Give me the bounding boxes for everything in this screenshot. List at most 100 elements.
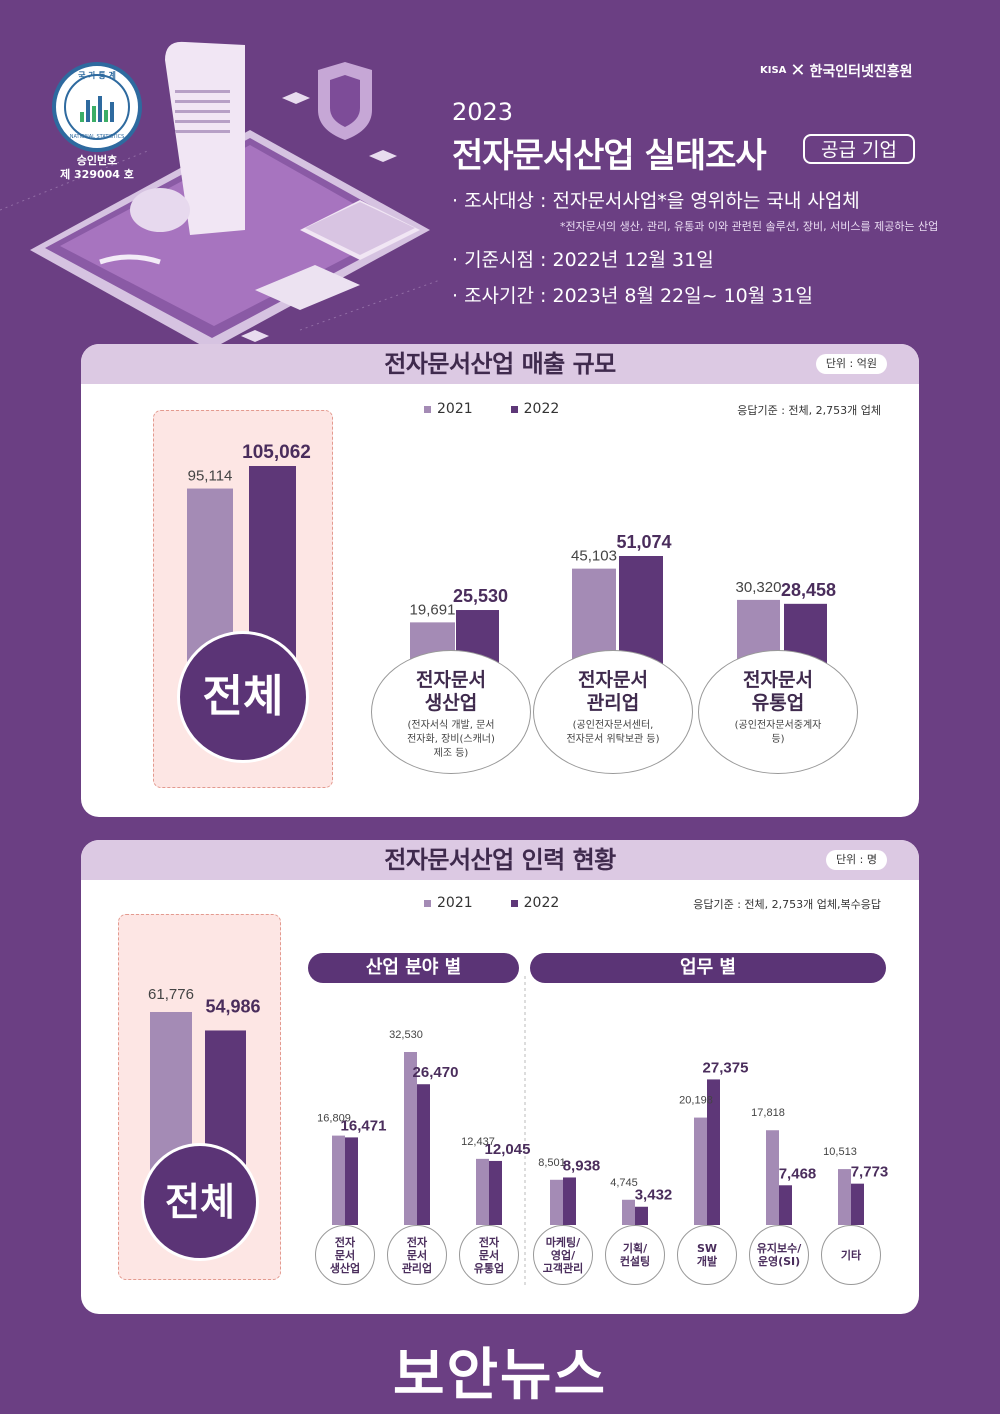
work-bar-2021-2 [404,1052,417,1225]
survey-target-note: *전자문서의 생산, 관리, 유통과 이와 관련된 솔루션, 장비, 서비스를 … [560,220,939,233]
work-bar-2021-8 [838,1169,851,1225]
sales-management-note: (공인전자문서센터, 전자문서 위탁보관 등) [566,720,660,745]
survey-target-value: 전자문서사업*을 영위하는 국내 사업체 [552,190,860,212]
phone-icon [30,130,430,345]
seal-bottom-text: NATIONAL STATISTICS [69,134,125,140]
work-category-label-8: 기타 [821,1225,881,1285]
work-bar-2022-6 [707,1079,720,1225]
work-bar-2021-3 [476,1158,489,1225]
kisa-short: KISA [760,65,787,76]
seal-top-text: 국 가 통 계 [78,71,116,80]
sales-unit-badge: 단위 : 억원 [815,354,887,374]
sales-label-2022-0: 105,062 [242,442,311,463]
approval-number: 제 329004 호 [60,168,134,181]
work-category-label-6: SW 개발 [677,1225,737,1285]
work-bar-2022-3 [489,1160,502,1225]
workforce-panel: 전자문서산업 인력 현황 단위 : 명 2021 2022 응답기준 : 전체,… [81,840,919,1314]
workforce-basis: 응답기준 : 전체, 2,753개 업체,복수응답 [693,898,881,911]
survey-target-label: · 조사대상 : [452,190,553,212]
sales-label-2021-3: 30,320 [736,579,782,596]
sales-total-circle: 전체 [177,631,309,763]
work-category-label-3: 전자 문서 유통업 [459,1225,519,1285]
seal-bars-icon [80,94,116,122]
laptop-icon [255,200,420,310]
sales-legend-2021-label: 2021 [437,401,473,417]
work-label-2021-3: 12,437 [461,1136,495,1148]
reference-date: · 기준시점 : 2022년 12월 31일 [452,245,714,272]
workforce-legend-2021-label: 2021 [437,895,473,911]
work-bar-2021-6 [694,1117,707,1225]
sales-management-title: 전자문서 관리업 [578,669,648,714]
sales-label-2021-0: 95,114 [188,468,233,485]
work-label-2022-8: 7,773 [851,1164,889,1181]
work-category-label-7: 유지보수/ 운영(SI) [749,1225,809,1285]
survey-target: · 조사대상 : 전자문서사업*을 영위하는 국내 사업체 [452,186,860,213]
sales-title: 전자문서산업 매출 규모 [384,350,616,378]
work-bar-2022-7 [779,1185,792,1225]
reference-date-value: 2022년 12월 31일 [552,249,714,271]
sales-production-note: (전자서식 개발, 문서 전자화, 장비(스캐너) 제조 등) [407,720,495,759]
shield-icon [318,62,372,140]
work-label-2021-5: 4,745 [610,1177,638,1189]
national-statistics-seal: 국 가 통 계 NATIONAL STATISTICS [52,62,142,152]
work-category-label-1: 전자 문서 생산업 [315,1225,375,1285]
sales-legend-2022-label: 2022 [523,401,560,417]
workforce-title: 전자문서산업 인력 현황 [384,846,616,874]
footer-logo: 보안뉴스 [0,1330,1000,1411]
sales-panel: 전자문서산업 매출 규모 단위 : 억원 2021 2022 응답기준 : 전체… [81,344,919,817]
work-bar-2022-8 [851,1183,864,1225]
sales-bar-2021-2 [572,568,616,664]
survey-period-label: · 조사기간 : [452,285,553,307]
workforce-legend-2022: 2022 [510,895,560,911]
document-icon [99,41,245,265]
work-label-2021-2: 32,530 [389,1029,423,1041]
work-bar-2021-7 [766,1130,779,1225]
work-label-2022-5: 3,432 [635,1187,673,1204]
work-label-2022-7: 7,468 [779,1165,817,1182]
sales-circle-distribution: 전자문서 유통업 (공인전자문서중계자 등) [698,650,858,774]
work-bar-2021-4 [550,1179,563,1225]
work-label-2022-2: 26,470 [413,1064,459,1081]
workforce-total-circle: 전체 [141,1143,259,1261]
sales-label-2022-3: 28,458 [781,580,836,600]
workforce-legend-2021: 2021 [424,895,473,911]
kisa-name: 한국인터넷진흥원 [809,63,913,80]
work-bar-2021-5 [622,1199,635,1225]
work-label-2021-1: 16,809 [317,1113,351,1125]
page-title: 전자문서산업 실태조사 [452,136,767,176]
work-label-2022-0: 54,986 [205,996,260,1016]
sales-label-2021-2: 45,103 [571,548,617,565]
sales-circle-production: 전자문서 생산업 (전자서식 개발, 문서 전자화, 장비(스캐너) 제조 등) [371,650,531,774]
workforce-legend-2022-label: 2022 [523,895,560,911]
survey-period-value: 2023년 8월 22일~ 10월 31일 [552,285,813,307]
work-label-2022-3: 12,045 [485,1141,531,1158]
workforce-legend: 2021 2022 [424,895,559,911]
sales-legend: 2021 2022 [424,401,559,417]
sales-legend-2022: 2022 [510,401,560,417]
sales-distribution-note: (공인전자문서중계자 등) [734,720,822,745]
sales-circle-management: 전자문서 관리업 (공인전자문서센터, 전자문서 위탁보관 등) [533,650,693,774]
header-illustration [0,41,440,345]
group-task-pill: 업무 별 [530,953,886,983]
work-bar-2022-2 [417,1084,430,1225]
work-label-2021-0: 61,776 [148,986,194,1003]
sales-distribution-title: 전자문서 유통업 [743,669,813,714]
work-bar-2022-5 [635,1206,648,1225]
sales-basis: 응답기준 : 전체, 2,753개 업체 [737,404,881,417]
sales-bar-2022-2 [619,556,663,664]
work-label-2021-7: 17,818 [751,1107,785,1119]
group-industry-pill: 산업 분야 별 [308,953,519,983]
work-bar-2021-1 [332,1135,345,1225]
work-label-2022-1: 16,471 [341,1117,387,1134]
work-label-2021-6: 20,198 [679,1095,713,1107]
work-label-2021-4: 8,501 [538,1157,566,1169]
approval-label: 승인번호 [76,154,118,167]
sales-label-2022-2: 51,074 [616,532,671,552]
survey-year: 2023 [452,98,514,126]
sales-label-2021-1: 19,691 [410,601,456,618]
footer-logo-text: 보안뉴스 [392,1343,608,1408]
reference-date-label: · 기준시점 : [452,249,553,271]
work-category-label-4: 마케팅/ 영업/ 고객관리 [533,1225,593,1285]
work-category-label-2: 전자 문서 관리업 [387,1225,447,1285]
